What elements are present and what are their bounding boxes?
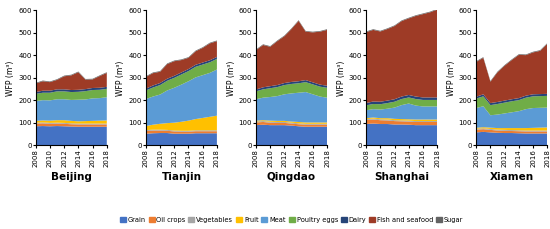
Y-axis label: WFP (m³): WFP (m³)	[6, 60, 15, 95]
Y-axis label: WFP (m³): WFP (m³)	[337, 60, 345, 95]
Y-axis label: WFP (m³): WFP (m³)	[117, 60, 125, 95]
X-axis label: Qingdao: Qingdao	[267, 172, 316, 182]
Legend: Grain, Oil crops, Vegetables, Fruit, Meat, Poultry eggs, Dairy, Fish and seafood: Grain, Oil crops, Vegetables, Fruit, Mea…	[117, 214, 466, 226]
Y-axis label: WFP (m³): WFP (m³)	[447, 60, 456, 95]
X-axis label: Beijing: Beijing	[51, 172, 92, 182]
X-axis label: Tianjin: Tianjin	[161, 172, 201, 182]
X-axis label: Shanghai: Shanghai	[374, 172, 429, 182]
X-axis label: Xiamen: Xiamen	[490, 172, 534, 182]
Y-axis label: WFP (m³): WFP (m³)	[227, 60, 235, 95]
